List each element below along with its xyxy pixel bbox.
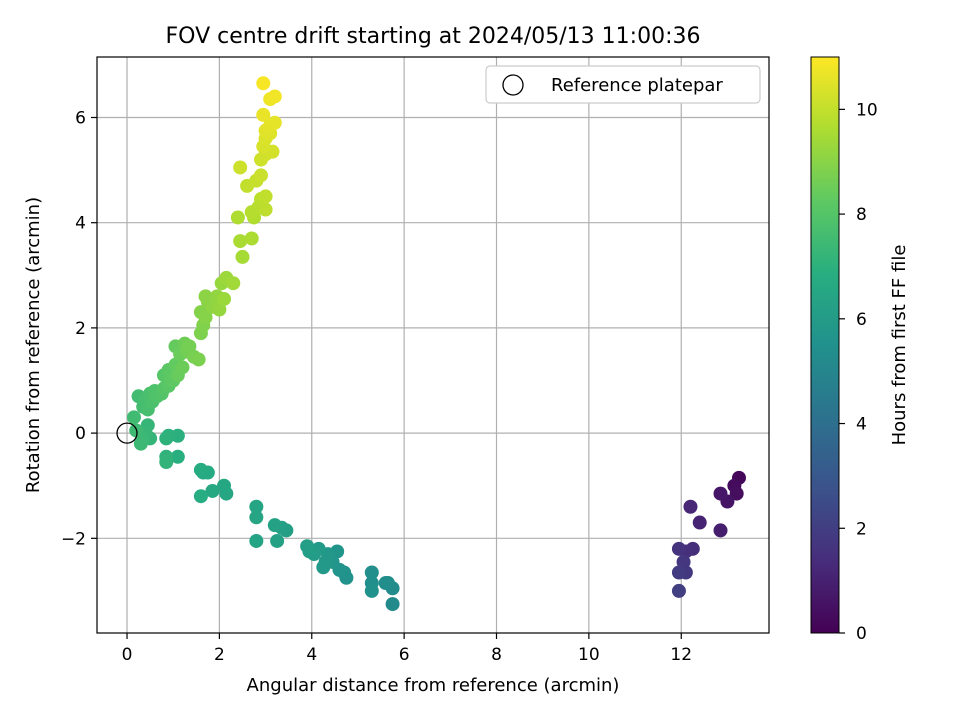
x-tick-label: 2 — [214, 645, 225, 665]
y-tick-label: 6 — [75, 108, 86, 128]
scatter-points — [126, 76, 746, 612]
scatter-point — [267, 89, 282, 104]
scatter-point — [692, 515, 707, 530]
scatter-point — [249, 510, 264, 525]
scatter-point — [193, 489, 208, 504]
scatter-point — [182, 339, 197, 354]
scatter-point — [159, 455, 174, 470]
scatter-point — [212, 302, 227, 317]
colorbar-tick-label: 10 — [856, 100, 878, 120]
scatter-point — [226, 276, 241, 291]
scatter-point — [159, 431, 174, 446]
legend-box — [485, 65, 761, 104]
x-tick-label: 6 — [399, 645, 410, 665]
y-axis-label: Rotation from reference (arcmin) — [23, 197, 44, 493]
chart-title: FOV centre drift starting at 2024/05/13 … — [166, 24, 701, 49]
colorbar-tick-label: 0 — [856, 624, 867, 644]
colorbar-ticks: 0 2 4 6 8 10 — [839, 100, 878, 644]
scatter-point — [671, 583, 686, 598]
x-tick-label: 12 — [670, 645, 692, 665]
scatter-point — [676, 554, 691, 569]
reference-marker-group — [116, 422, 138, 444]
scatter-point — [233, 234, 248, 249]
scatter-point — [270, 533, 285, 548]
scatter-point — [253, 168, 268, 183]
y-tick-label: 2 — [75, 319, 86, 339]
x-axis-ticks: 0 2 4 6 8 10 12 — [122, 633, 692, 665]
scatter-point — [249, 499, 264, 514]
scatter-point — [126, 410, 141, 425]
scatter-point — [193, 462, 208, 477]
scatter-point — [316, 560, 331, 575]
scatter-point — [683, 499, 698, 514]
x-axis-label: Angular distance from reference (arcmin) — [247, 675, 620, 696]
x-tick-label: 8 — [491, 645, 502, 665]
scatter-point — [170, 449, 185, 464]
y-axis-ticks: −2 0 2 4 6 — [61, 108, 97, 549]
scatter-point — [230, 210, 245, 225]
scatter-point — [671, 541, 686, 556]
scatter-point — [258, 189, 273, 204]
colorbar-tick-label: 8 — [856, 205, 867, 225]
scatter-point — [205, 483, 220, 498]
y-tick-label: −2 — [61, 529, 86, 549]
scatter-point — [133, 436, 148, 451]
scatter-point — [198, 310, 213, 325]
scatter-point — [258, 202, 273, 217]
y-tick-label: 0 — [75, 424, 86, 444]
scatter-point — [364, 583, 379, 598]
scatter-point — [175, 360, 190, 375]
scatter-point — [233, 160, 248, 175]
scatter-point — [267, 518, 282, 533]
colorbar-label: Hours from first FF file — [889, 245, 910, 446]
scatter-point — [256, 107, 271, 122]
scatter-point — [191, 352, 206, 367]
legend-entry-label: Reference platepar — [551, 75, 723, 96]
scatter-point — [729, 486, 744, 501]
scatter-point — [235, 249, 250, 264]
colorbar-tick-label: 4 — [856, 415, 867, 435]
scatter-point — [671, 565, 686, 580]
x-tick-label: 4 — [306, 645, 317, 665]
scatter-point — [713, 523, 728, 538]
plot-frame — [96, 56, 770, 634]
grid-lines — [97, 57, 769, 633]
legend: Reference platepar — [485, 65, 761, 104]
x-tick-label: 10 — [578, 645, 600, 665]
scatter-point — [385, 597, 400, 612]
legend-marker-icon — [502, 74, 524, 96]
scatter-point — [244, 231, 259, 246]
colorbar-tick-label: 6 — [856, 310, 867, 330]
x-tick-label: 0 — [122, 645, 133, 665]
colorbar-tick-label: 2 — [856, 519, 867, 539]
scatter-point — [217, 478, 232, 493]
scatter-point — [364, 565, 379, 580]
scatter-point — [267, 115, 282, 130]
scatter-point — [249, 533, 264, 548]
scatter-point — [713, 486, 728, 501]
scatter-point — [378, 576, 393, 591]
colorbar — [810, 56, 840, 634]
scatter-point — [256, 76, 271, 91]
scatter-point — [198, 289, 213, 304]
scatter-point — [217, 291, 232, 306]
y-tick-label: 4 — [75, 214, 86, 234]
scatter-point — [300, 539, 315, 554]
reference-platepar-marker — [116, 422, 138, 444]
